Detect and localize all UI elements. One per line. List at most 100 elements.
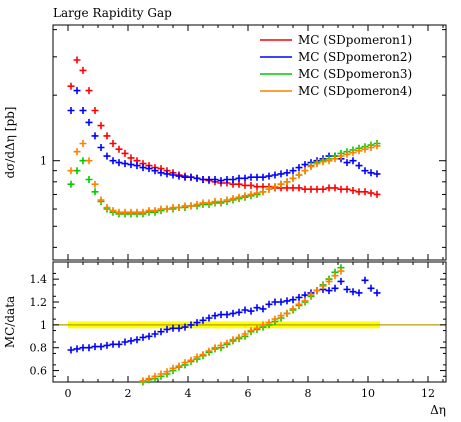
ratio-y-tick-label: 0.6	[30, 365, 48, 378]
ratio-data-point	[235, 308, 243, 316]
main-data-point	[157, 169, 165, 177]
main-data-point	[109, 140, 117, 147]
main-data-point	[235, 180, 243, 188]
main-data-point	[367, 189, 375, 197]
main-data-point	[67, 180, 75, 188]
ratio-data-point	[187, 321, 195, 329]
main-plot-frame	[52, 24, 447, 261]
main-data-point	[181, 202, 189, 210]
main-y-tick-label: 1	[40, 155, 47, 168]
main-data-point	[283, 184, 291, 192]
main-data-point	[223, 176, 231, 183]
ratio-data-point	[67, 346, 75, 354]
main-data-point	[85, 87, 93, 95]
ratio-data-point	[169, 324, 177, 332]
ratio-data-point	[193, 319, 201, 327]
main-data-point	[103, 132, 111, 140]
main-data-point	[67, 82, 75, 90]
main-data-point	[355, 188, 363, 196]
main-data-point	[217, 198, 225, 205]
main-data-point	[193, 200, 201, 208]
main-data-point	[331, 184, 339, 192]
ratio-data-point	[253, 304, 261, 312]
main-data-point	[115, 208, 123, 216]
main-data-point	[349, 149, 357, 157]
ratio-data-point	[373, 289, 381, 297]
main-data-point	[127, 154, 135, 162]
ratio-data-point	[247, 307, 255, 315]
main-data-point	[355, 147, 363, 155]
main-data-point	[301, 161, 309, 169]
ratio-data-point	[139, 377, 147, 385]
ratio-data-point	[307, 291, 315, 299]
ratio-data-point	[295, 300, 303, 308]
main-data-point	[241, 192, 249, 200]
main-data-point	[127, 161, 135, 169]
main-data-point	[259, 173, 267, 181]
main-data-point	[313, 160, 321, 168]
ratio-data-point	[331, 272, 339, 280]
ratio-data-point	[229, 309, 237, 317]
ratio-data-point	[205, 314, 213, 322]
ratio-data-point	[139, 333, 147, 341]
ratio-data-point	[319, 282, 327, 290]
main-data-point	[67, 107, 75, 114]
ratio-data-point	[325, 277, 333, 285]
ratio-data-point	[289, 305, 297, 313]
ratio-data-point	[295, 293, 303, 301]
main-data-point	[169, 171, 177, 179]
main-data-point	[289, 184, 297, 192]
main-data-point	[91, 188, 99, 196]
ratio-data-point	[199, 351, 207, 359]
ratio-y-tick-label: 0.8	[30, 342, 48, 355]
main-data-point	[331, 155, 339, 163]
ratio-data-point	[313, 287, 321, 295]
main-data-point	[349, 157, 357, 165]
main-data-point	[313, 185, 321, 193]
ratio-data-point	[301, 297, 309, 305]
ratio-data-point	[277, 312, 285, 320]
main-data-point	[79, 157, 87, 165]
ratio-data-point	[211, 312, 219, 320]
main-data-point	[97, 144, 105, 151]
ratio-data-point	[157, 328, 165, 336]
main-data-point	[199, 199, 207, 207]
main-data-point	[115, 159, 123, 167]
main-data-point	[319, 185, 327, 193]
ratio-data-point	[109, 340, 117, 348]
main-data-point	[145, 207, 153, 215]
main-axis-ticks: 1	[40, 25, 446, 260]
x-tick-label: 8	[305, 387, 312, 400]
main-data-point	[253, 183, 261, 191]
main-data-point	[67, 167, 75, 175]
main-data-point	[211, 198, 219, 205]
main-data-point	[79, 107, 87, 114]
ratio-data-point	[271, 315, 279, 323]
main-data-point	[247, 173, 255, 181]
ratio-data-point	[241, 330, 249, 338]
ratio-data-point	[235, 333, 243, 341]
ratio-data-point	[103, 341, 111, 349]
main-series-2	[67, 87, 381, 185]
main-data-point	[301, 185, 309, 193]
main-data-point	[367, 169, 375, 177]
main-data-point	[163, 170, 171, 178]
legend-label: MC (SDpomeron4)	[298, 84, 412, 98]
main-data-point	[163, 205, 171, 213]
main-panel: 1 MC (SDpomeron1)MC (SDpomeron2)MC (SDpo…	[40, 24, 447, 261]
main-data-point	[229, 195, 237, 203]
ratio-data-point	[163, 325, 171, 333]
ratio-data-point	[211, 344, 219, 352]
main-data-point	[151, 207, 159, 215]
main-data-point	[169, 204, 177, 211]
main-data-point	[247, 190, 255, 198]
main-data-point	[217, 177, 225, 185]
legend-label: MC (SDpomeron2)	[298, 50, 412, 64]
ratio-y-tick-label: 1	[40, 319, 47, 332]
main-data-point	[187, 173, 195, 181]
main-data-point	[139, 208, 147, 216]
ratio-data-point	[163, 368, 171, 376]
main-data-point	[241, 181, 249, 189]
main-data-point	[337, 185, 345, 193]
ratio-data-point	[241, 306, 249, 314]
